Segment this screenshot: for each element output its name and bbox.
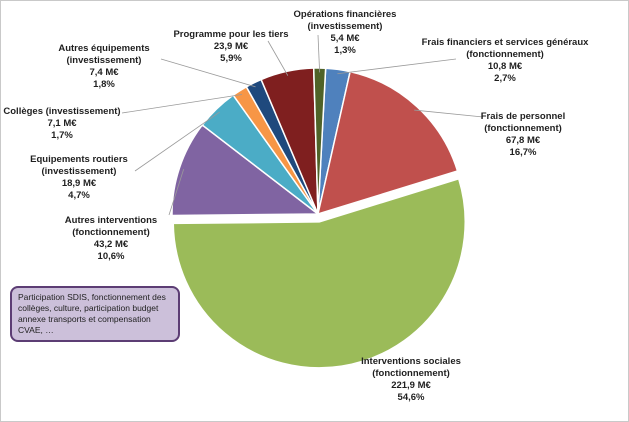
leader-line [267, 40, 289, 76]
slice-label-line: (investissement) [42, 166, 117, 177]
slice-label-line: 18,9 M€ [62, 178, 97, 189]
slice-label-line: (investissement) [308, 21, 383, 32]
slice-data-label: Frais financiers et services généraux (fo… [422, 37, 590, 84]
slice-label-line: 1,7% [51, 130, 73, 141]
slice-label-line: 1,3% [334, 45, 356, 56]
slice-label-line: (fonctionnement) [372, 368, 450, 379]
slice-label-line: (fonctionnement) [466, 49, 544, 60]
leader-line [160, 58, 256, 88]
pie-slice [171, 123, 321, 217]
slice-label-line: 1,8% [93, 79, 115, 90]
slice-label-line: (investissement) [67, 55, 142, 66]
note-box: Participation SDIS, fonctionnement des c… [10, 286, 180, 342]
leader-line [168, 168, 185, 216]
note-text: Participation SDIS, fonctionnement des c… [18, 292, 166, 335]
leader-line [337, 58, 457, 75]
slice-label-line: 7,1 M€ [47, 118, 77, 129]
slice-label-line: 54,6% [398, 392, 425, 403]
slice-label-line: Autres équipements [58, 43, 149, 54]
slice-label-line: Equipements routiers [30, 154, 128, 165]
pie-slice [316, 70, 459, 216]
slice-label-line: 2,7% [494, 73, 516, 84]
slice-label-line: Programme pour les tiers [173, 29, 288, 40]
pie-slice [172, 177, 466, 369]
slice-label-line: 43,2 M€ [94, 239, 129, 250]
slice-label-line: 10,8 M€ [488, 61, 523, 72]
slice-data-label: Equipements routiers (investissement) 18,9… [30, 154, 128, 201]
slice-label-line: 4,7% [68, 190, 90, 201]
slice-label-line: Collèges (investissement) [3, 106, 120, 117]
slice-data-label: Collèges (investissement) 7,1 M€ 1,7% [3, 106, 120, 141]
slice-label-line: (fonctionnement) [72, 227, 150, 238]
slice-label-line: 221,9 M€ [391, 380, 431, 391]
slice-label-line: 67,8 M€ [506, 135, 541, 146]
slice-label-line: Frais de personnel [481, 111, 565, 122]
leader-line [317, 34, 321, 73]
slice-data-label: Autres interventions (fonctionnement) 43,2… [65, 215, 157, 262]
slice-label-line: 16,7% [510, 147, 537, 158]
slice-label-line: 5,9% [220, 53, 242, 64]
slice-data-label: Frais de personnel (fonctionnement) 67,8 M… [481, 111, 565, 158]
slice-data-label: Interventions sociales (fonctionnement) 22… [361, 356, 461, 403]
slice-label-line: Autres interventions [65, 215, 157, 226]
slice-label-line: (fonctionnement) [484, 123, 562, 134]
slice-data-label: Opérations financières (investissement) 5,… [294, 9, 397, 56]
slice-label-line: 23,9 M€ [214, 41, 249, 52]
slice-label-line: Opérations financières [294, 9, 397, 20]
leader-line [134, 111, 220, 172]
slice-data-label: Autres équipements (investissement) 7,4 M€… [58, 43, 149, 90]
leader-line [121, 94, 243, 114]
slice-label-line: Frais financiers et services généraux [422, 37, 590, 48]
slice-label-line: Interventions sociales [361, 356, 461, 367]
slice-label-line: 7,4 M€ [89, 67, 119, 78]
slice-label-line: 10,6% [98, 251, 125, 262]
leader-line [414, 109, 484, 118]
slice-label-line: 5,4 M€ [330, 33, 360, 44]
slice-data-label: Programme pour les tiers 23,9 M€ 5,9% [173, 29, 288, 64]
